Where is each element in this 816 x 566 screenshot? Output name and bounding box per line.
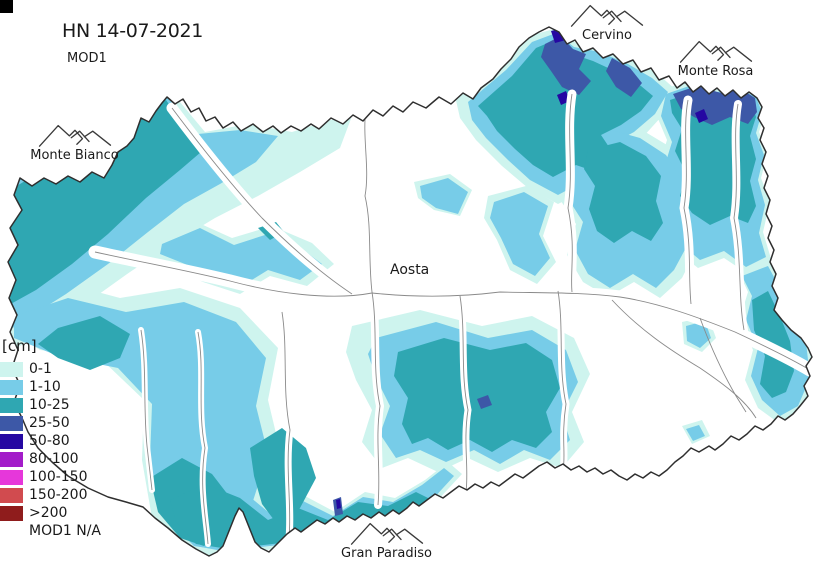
city-label-aosta: Aosta [390,262,430,278]
legend-item-label: >200 [29,505,68,521]
na-data-marker [0,0,13,13]
legend-na-label: MOD1 N/A [29,523,102,539]
legend-swatch [0,379,23,395]
legend-swatch [0,487,23,503]
legend-item: 100-150 [0,468,101,486]
region-border [7,26,813,557]
legend-item: 25-50 [0,414,101,432]
legend-swatch [0,469,23,485]
legend-item: 50-80 [0,432,101,450]
mountain-icon [570,4,644,27]
snow-depth-50-80-layer [336,28,708,509]
mountain-icon [38,124,111,147]
peak-label: Monte Bianco [30,148,119,163]
stream-lines [94,89,811,545]
legend-items: 0-1 1-10 10-25 25-50 50-80 80-100 100-150 150-2… [0,360,101,522]
legend-item: 80-100 [0,450,101,468]
legend-item: 1-10 [0,378,101,396]
peak-label: Monte Rosa [677,64,754,79]
snow-layers [8,28,812,556]
legend-swatch [0,397,23,413]
legend-item: 10-25 [0,396,101,414]
mountain-icon [679,40,752,63]
legend-swatch [0,433,23,449]
legend-swatch [0,505,23,521]
legend-title: [cm] [2,337,37,355]
legend-item-label: 50-80 [29,433,70,449]
page-title: HN 14-07-2021 [62,20,204,42]
peak-gran-paradiso: Gran Paradiso [334,518,439,561]
legend-item-label: 80-100 [29,451,79,467]
legend-item-label: 1-10 [29,379,61,395]
legend-item-label: 100-150 [29,469,88,485]
legend-swatch [0,451,23,467]
peak-cervino: Cervino [557,0,657,43]
peak-label: Cervino [582,28,632,43]
peak-monte-rosa: Monte Rosa [668,36,763,79]
peak-monte-bianco: Monte Bianco [22,120,127,163]
model-label: MOD1 [67,51,107,66]
legend-swatch [0,415,23,431]
mountain-icon [350,522,423,545]
legend-item-label: 0-1 [29,361,52,377]
legend-item-label: 25-50 [29,415,70,431]
legend-na-row: MOD1 N/A [0,522,101,540]
legend-swatch [0,361,23,377]
peak-label: Gran Paradiso [341,546,432,561]
legend-item-label: 150-200 [29,487,88,503]
legend-item-label: 10-25 [29,397,70,413]
legend-item: >200 [0,504,101,522]
legend-item: 150-200 [0,486,101,504]
legend: [cm] 0-1 1-10 10-25 25-50 50-80 80-100 100-150… [0,337,101,540]
legend-item: 0-1 [0,360,101,378]
